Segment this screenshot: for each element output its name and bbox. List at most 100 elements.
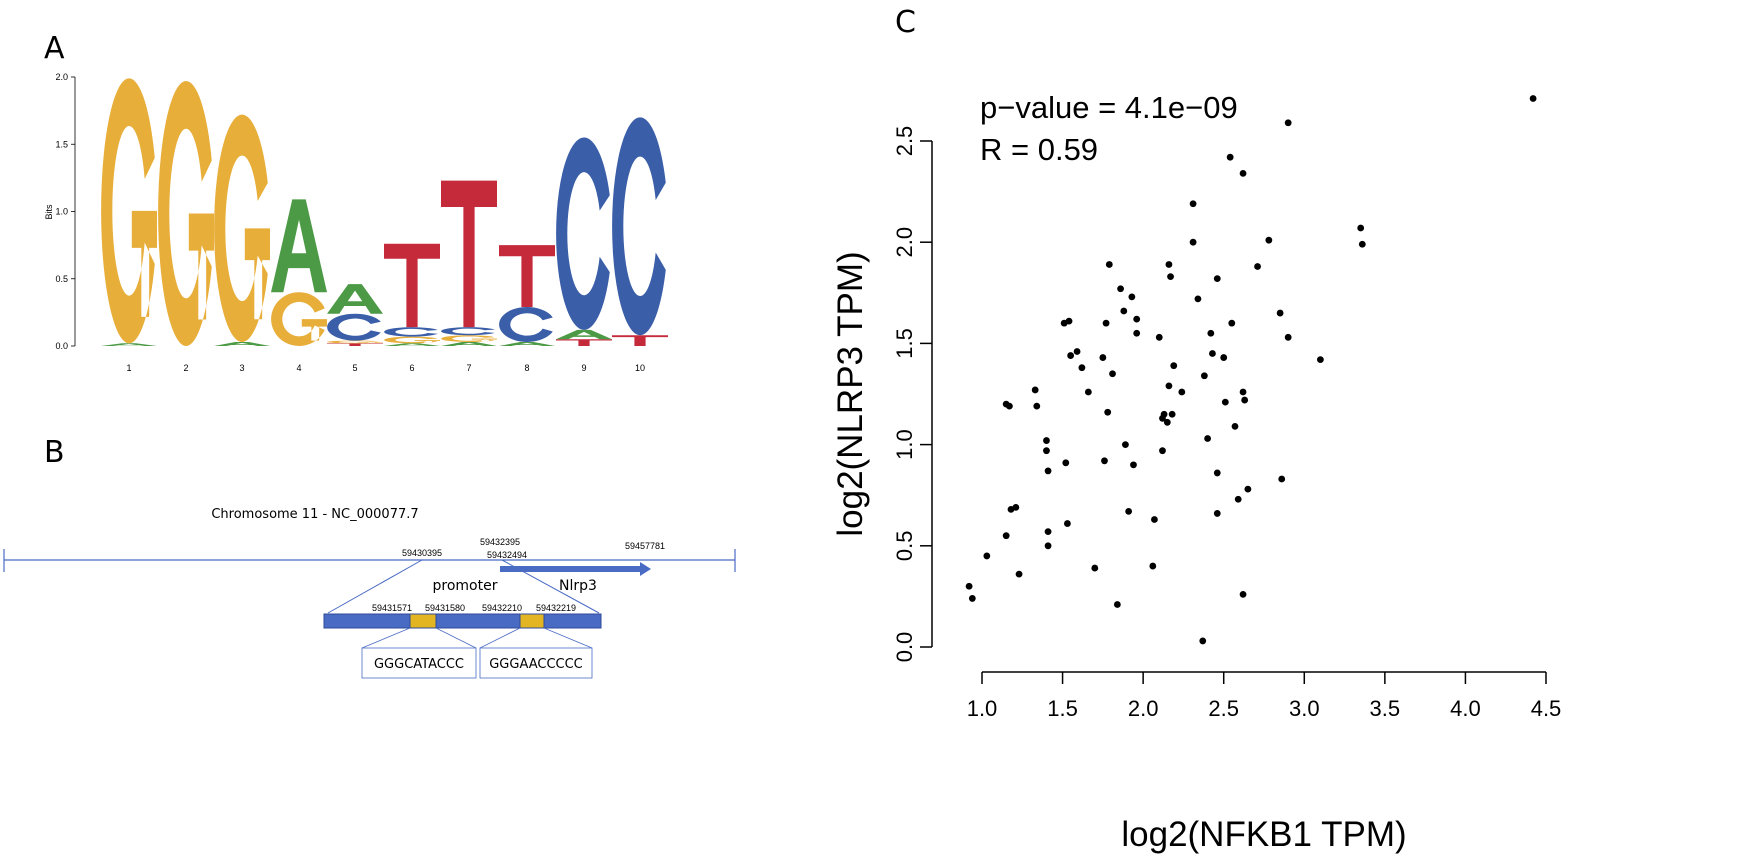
logo-position-label: 3: [239, 363, 244, 373]
logo-letter-A: [556, 329, 612, 340]
scatter-x-tick-label: 3.0: [1289, 696, 1320, 721]
site2-end: 59432219: [536, 603, 576, 613]
logo-position-label: 1: [126, 363, 131, 373]
scatter-point: [1213, 469, 1221, 477]
scatter-point: [1276, 309, 1284, 317]
promoter-bar: [323, 613, 602, 629]
scatter-point: [1228, 319, 1236, 327]
scatter-point: [1091, 564, 1099, 572]
site1-callout-right: [435, 627, 477, 649]
scatter-point: [1189, 200, 1197, 208]
panel-label-a: A: [44, 31, 65, 66]
scatter-y-tick-label: 2.5: [892, 126, 917, 157]
scatter-point: [1529, 95, 1537, 102]
scatter-point: [1317, 356, 1324, 363]
scatter-y-label: log2(NLRP3 TPM): [831, 251, 870, 536]
scatter-point: [1160, 410, 1168, 418]
scatter-point: [1220, 354, 1228, 361]
logo-position-label: 6: [409, 363, 414, 373]
scatter-point: [1033, 402, 1041, 410]
scatter-point: [1104, 408, 1112, 416]
logo-letter-C: [556, 137, 610, 330]
logo-letter-G: [101, 78, 157, 344]
scatter-point: [1064, 520, 1071, 527]
scatter-point: [965, 582, 973, 590]
scatter-point: [1241, 396, 1249, 404]
scatter-point: [1012, 503, 1020, 511]
scatter-point: [1044, 467, 1052, 475]
logo-letter-G: [214, 114, 270, 342]
scatter-point: [1120, 307, 1128, 315]
scatter-point: [1254, 263, 1261, 270]
scatter-point: [1163, 418, 1171, 426]
logo-letter-G: [327, 340, 383, 344]
logo-position-label: 4: [296, 363, 301, 373]
scatter-point: [1278, 475, 1286, 483]
site2-callout-left: [479, 627, 521, 649]
scatter-y-tick-label: 0.5: [892, 531, 917, 562]
scatter-plot: 0.0 0.5 1.0 1.5 2.0 2.5 1.0 1.5 2.0 2.5 3.0 3.5 4.0…: [831, 90, 1561, 854]
logo-letter-T: [441, 180, 497, 328]
scatter-point: [1284, 119, 1292, 127]
scatter-y-tick-label: 2.0: [892, 227, 917, 258]
promoter-label: promoter: [433, 578, 498, 594]
scatter-point: [1265, 236, 1273, 244]
scatter-point: [1165, 382, 1173, 390]
logo-letter-G: [271, 292, 327, 346]
scatter-point: [1044, 528, 1052, 536]
scatter-point: [1239, 169, 1247, 177]
logo-letter-C: [612, 117, 666, 336]
logo-position-label: 7: [466, 363, 471, 373]
scatter-point: [1221, 398, 1229, 406]
scatter-point: [1128, 293, 1136, 301]
logo-letter-C: [499, 306, 553, 342]
logo-letter-T: [499, 245, 555, 307]
scatter-point: [1189, 238, 1197, 246]
logo-y-tick-label: 1.5: [55, 139, 68, 149]
logo-letter-T: [612, 335, 668, 346]
logo-letter-A: [499, 341, 555, 346]
binding-site-2: [519, 613, 545, 629]
scatter-point: [1101, 457, 1108, 465]
panel-label-b: B: [44, 435, 65, 470]
scatter-point: [1213, 510, 1221, 517]
scatter-point: [1122, 441, 1129, 448]
scatter-point: [1099, 354, 1107, 361]
scatter-point: [1078, 364, 1086, 372]
site2-start: 59432210: [482, 603, 522, 613]
scatter-point: [1194, 295, 1202, 303]
scatter-point: [1005, 402, 1013, 410]
logo-letter-G: [158, 81, 214, 347]
scatter-y-tick-label: 1.0: [892, 429, 917, 460]
logo-y-tick-label: 1.0: [55, 207, 68, 217]
scatter-point: [1133, 315, 1141, 323]
scatter-point: [1231, 422, 1239, 430]
scatter-point: [1167, 273, 1174, 281]
coord-gene-start: 59432395: [480, 537, 520, 547]
scatter-point: [1015, 570, 1023, 578]
scatter-point: [1031, 386, 1039, 394]
scatter-point: [1130, 461, 1137, 469]
coord-promoter-end: 59432494: [487, 550, 527, 560]
scatter-point: [1065, 317, 1073, 325]
logo-letter-C: [441, 327, 495, 336]
scatter-point: [1165, 261, 1173, 268]
logo-position-label: 5: [352, 363, 357, 373]
chromosome-title: Chromosome 11 - NC_000077.7: [211, 507, 418, 522]
logo-position-label: 8: [524, 363, 529, 373]
scatter-point: [1239, 590, 1247, 598]
scatter-point: [1226, 153, 1234, 161]
scatter-point: [1105, 261, 1113, 268]
scatter-point: [1199, 637, 1207, 645]
scatter-point: [1109, 370, 1116, 378]
scatter-y-tick-label: 1.5: [892, 328, 917, 359]
scatter-point: [1151, 516, 1158, 523]
logo-y-label: Bits: [44, 204, 54, 220]
gene-label: Nlrp3: [559, 578, 597, 594]
scatter-point: [1044, 542, 1052, 550]
scatter-point: [1149, 562, 1157, 570]
site1-start: 59431571: [372, 603, 412, 613]
scatter-point: [1159, 447, 1166, 455]
